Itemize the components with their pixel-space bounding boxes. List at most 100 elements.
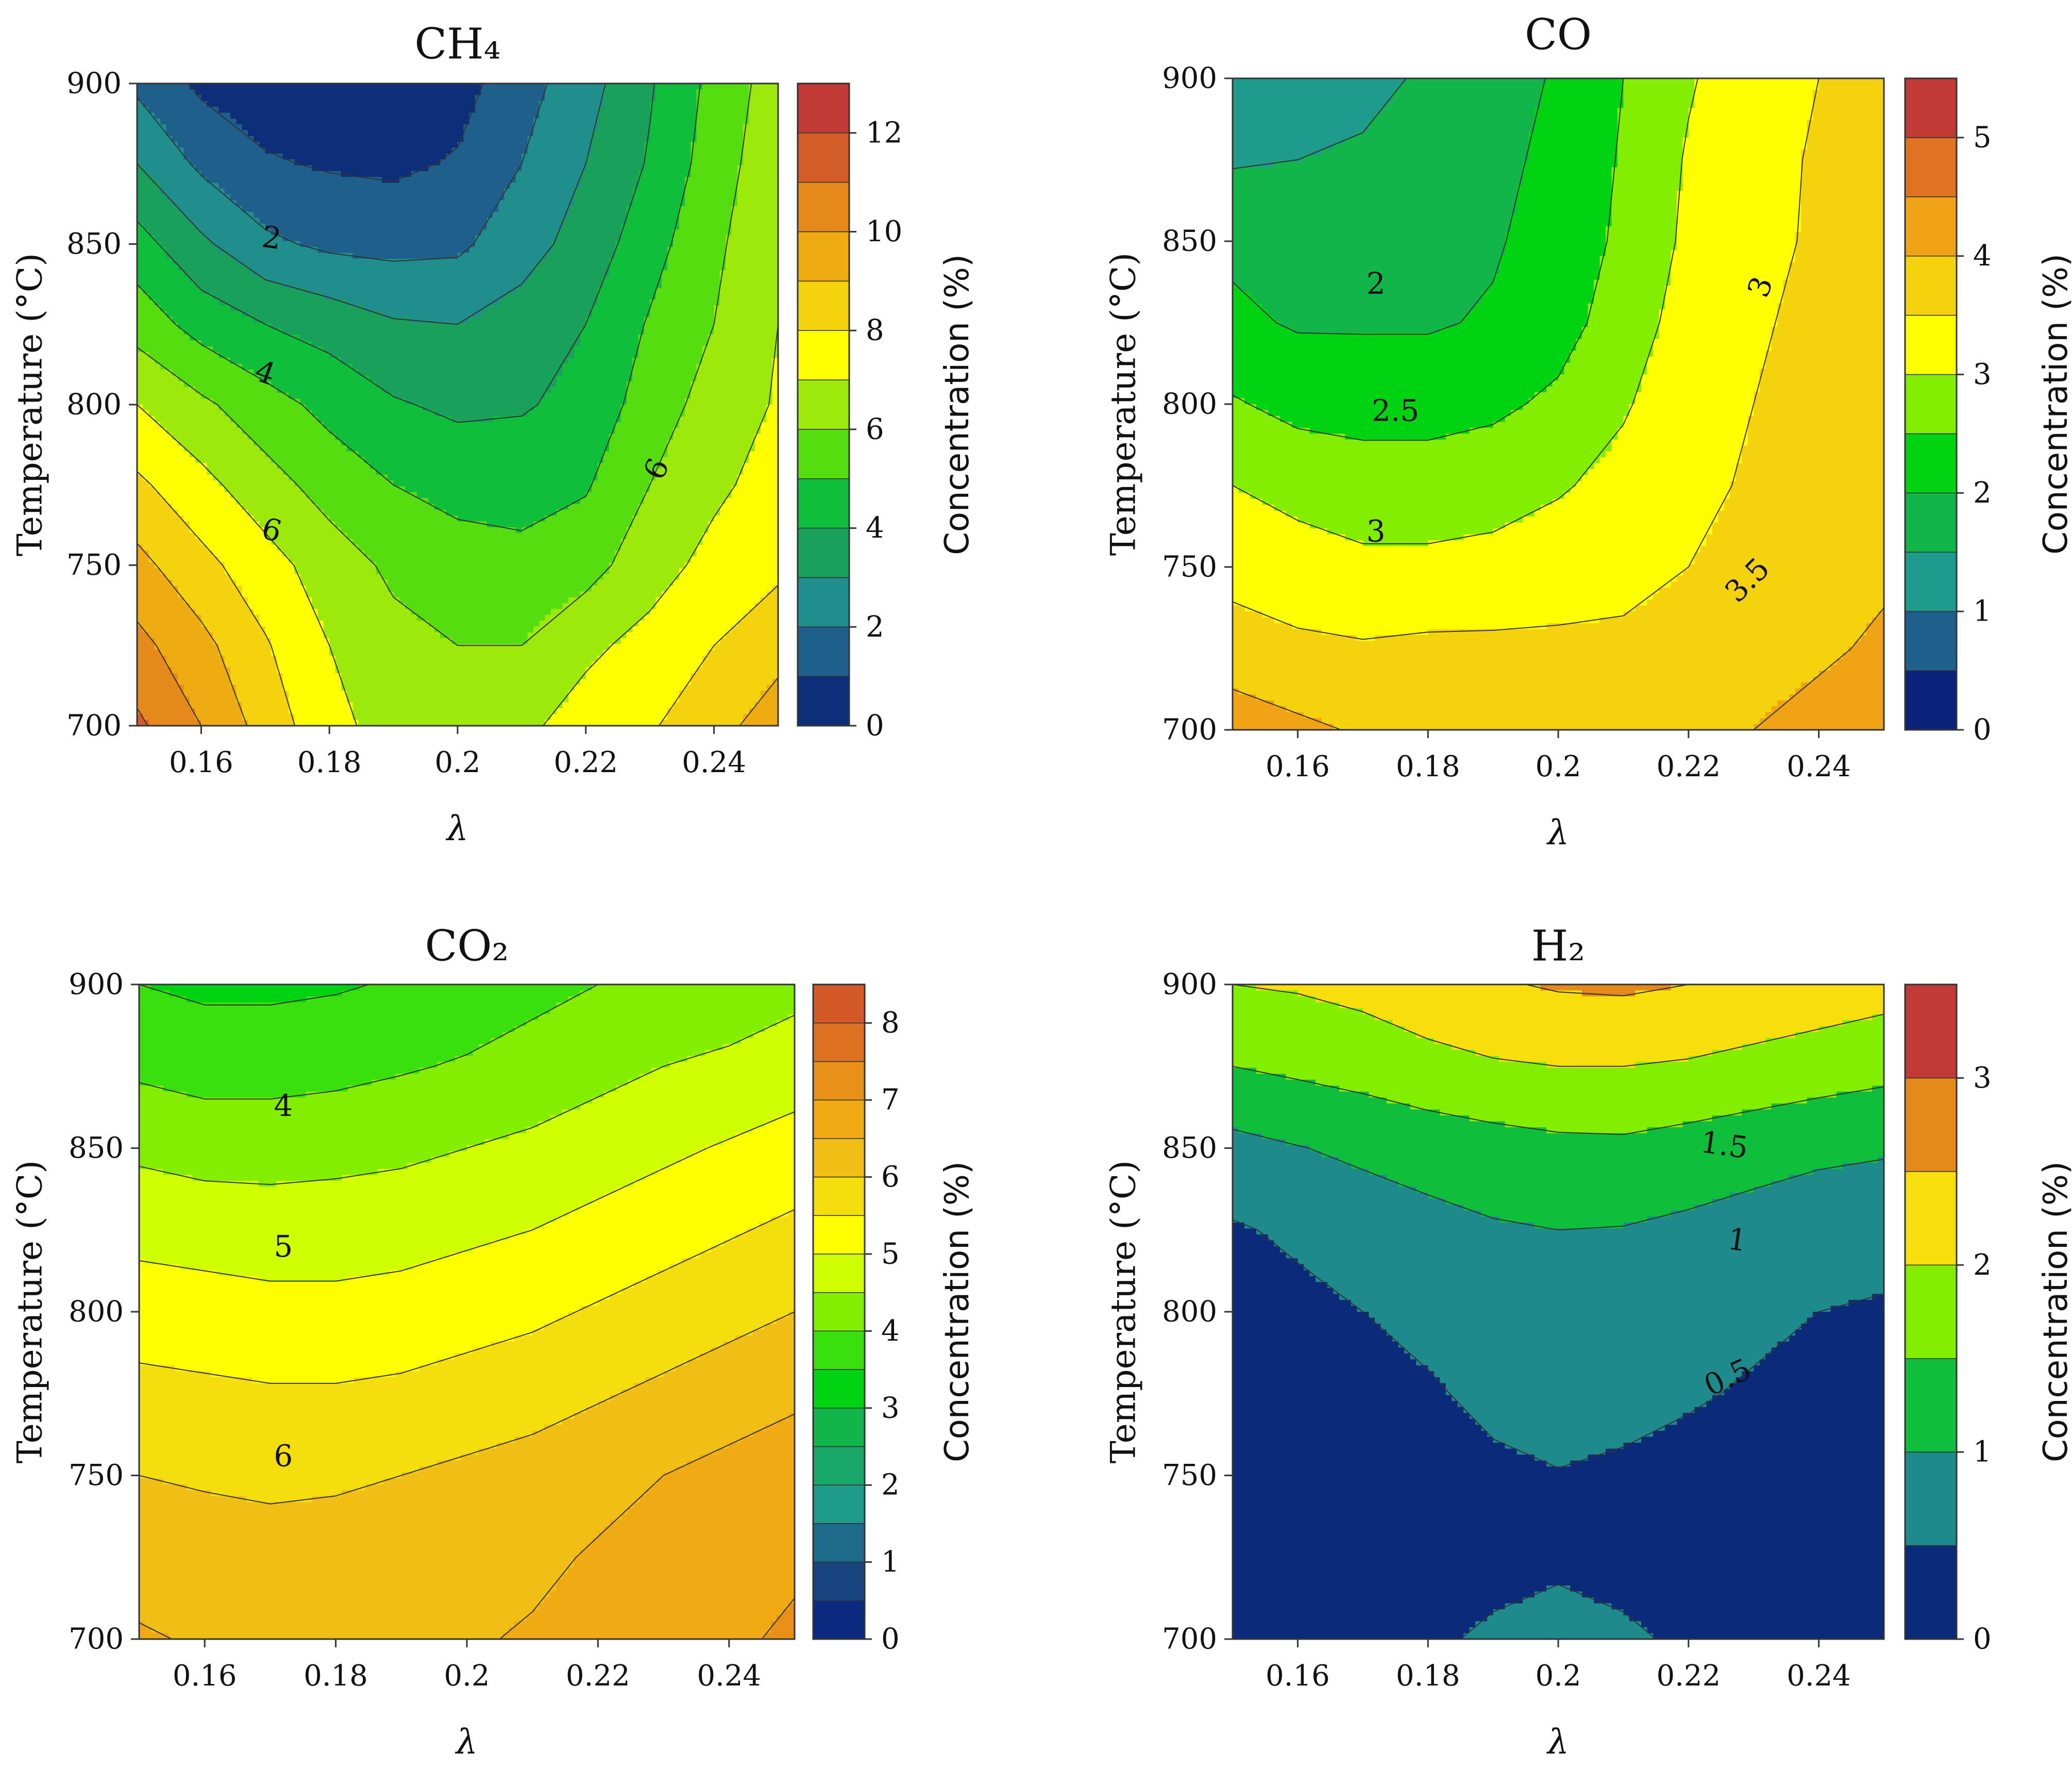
contour-cell (160, 101, 166, 107)
contour-cell (364, 89, 370, 95)
contour-cell (603, 107, 610, 113)
contour-cell (568, 89, 575, 95)
contour-cell (359, 95, 365, 102)
contour-cell (533, 84, 540, 90)
contour-cell (254, 107, 260, 113)
contour-cell (236, 95, 242, 102)
contour-cell (638, 107, 645, 113)
contour-cell (277, 113, 283, 119)
contour-cell (289, 101, 295, 107)
contour-cell (726, 107, 732, 113)
contour-cell (178, 95, 184, 102)
contour-cell (394, 101, 400, 107)
contour-cell (708, 84, 714, 90)
contour-cell (376, 101, 382, 107)
contour-cell (225, 107, 231, 113)
contour-cell (271, 95, 277, 102)
contour-cell (289, 95, 295, 102)
contour-cell (557, 101, 563, 107)
contour-cell (283, 84, 289, 90)
contour-cell (428, 113, 434, 119)
contour-cell (341, 95, 347, 102)
contour-cell (359, 107, 365, 113)
contour-cell (242, 107, 248, 113)
contour-cell (580, 84, 586, 90)
contour-cell (201, 89, 207, 95)
contour-cell (580, 89, 586, 95)
contour-cell (609, 84, 615, 90)
contour-cell (761, 107, 767, 113)
contour-cell (388, 95, 394, 102)
contour-cell (242, 113, 248, 119)
contour-cell (720, 95, 726, 102)
contour-cell (568, 107, 575, 113)
contour-cell (743, 84, 749, 90)
ch4-contour-fill (137, 84, 779, 726)
contour-cell (592, 101, 598, 107)
contour-cell (702, 89, 709, 95)
contour-cell (592, 84, 598, 90)
contour-cell (423, 101, 429, 107)
contour-cell (283, 113, 289, 119)
contour-cell (248, 95, 254, 102)
contour-cell (155, 89, 161, 95)
contour-cell (586, 95, 592, 102)
contour-cell (498, 95, 504, 102)
contour-cell (481, 113, 487, 119)
contour-cell (592, 89, 598, 95)
contour-cell (632, 95, 638, 102)
contour-cell (627, 89, 633, 95)
contour-cell (271, 89, 277, 95)
contour-cell (347, 113, 353, 119)
contour-cell (720, 84, 726, 90)
contour-cell (766, 89, 772, 95)
contour-cell (568, 95, 575, 102)
contour-cell (458, 107, 464, 113)
contour-cell (149, 101, 155, 107)
contour-cell (685, 107, 691, 113)
figure: 24660.16 0.18 0.2 0.22 0.24700750800850900CH… (0, 0, 2072, 1770)
contour-cell (521, 107, 528, 113)
contour-cell (329, 113, 335, 119)
contour-cell (737, 89, 744, 95)
contour-cell (218, 89, 225, 95)
contour-cell (283, 95, 289, 102)
contour-cell (306, 101, 312, 107)
contour-cell (580, 101, 586, 107)
contour-cell (183, 107, 190, 113)
contour-cell (183, 101, 190, 107)
contour-cell (218, 84, 225, 90)
contour-cell (446, 84, 452, 90)
contour-cell (481, 89, 487, 95)
contour-cell (632, 84, 638, 90)
contour-cell (708, 95, 714, 102)
contour-cell (638, 95, 645, 102)
contour-cell (352, 113, 359, 119)
contour-cell (265, 101, 272, 107)
contour-cell (720, 107, 726, 113)
contour-cell (644, 95, 650, 102)
contour-cell (574, 107, 580, 113)
contour-cell (225, 84, 231, 90)
contour-cell (259, 101, 265, 107)
contour-cell (493, 107, 499, 113)
contour-cell (388, 107, 394, 113)
contour-cell (399, 107, 406, 113)
contour-cell (259, 84, 265, 90)
contour-cell (487, 113, 493, 119)
contour-cell (213, 84, 219, 90)
contour-cell (755, 89, 761, 95)
contour-cell (586, 101, 592, 107)
contour-cell (300, 101, 307, 107)
contour-cell (359, 113, 365, 119)
contour-cell (743, 89, 749, 95)
contour-cell (702, 107, 709, 113)
contour-cell (662, 84, 668, 90)
contour-cell (615, 101, 621, 107)
contour-cell (539, 84, 545, 90)
contour-cell (388, 113, 394, 119)
contour-cell (766, 84, 772, 90)
contour-cell (352, 84, 359, 90)
contour-cell (644, 89, 650, 95)
contour-cell (411, 101, 417, 107)
